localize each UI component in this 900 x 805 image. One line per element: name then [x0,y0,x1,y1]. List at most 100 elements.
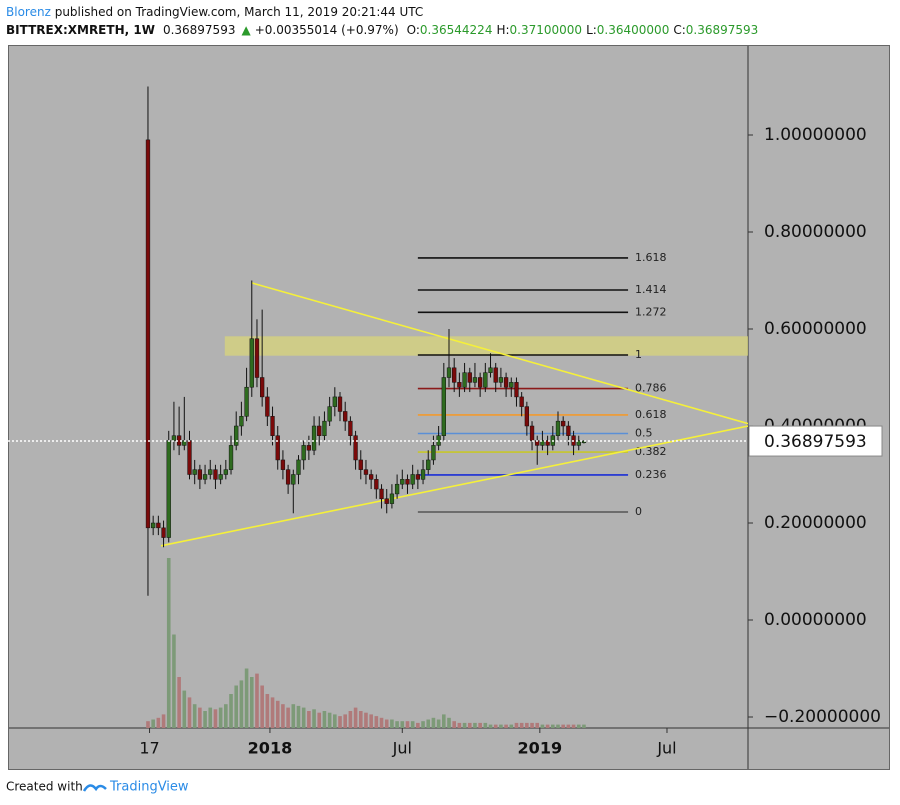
change: +0.00355014 (+0.97%) [255,23,399,37]
volume-bar [161,714,166,728]
volume-bar [333,714,337,728]
volume-bar [224,704,228,728]
candle-body [483,372,488,388]
candle-body [322,420,327,436]
volume-bar [192,704,197,728]
fib-label: 1.618 [635,251,667,264]
volume-bar [166,558,171,728]
volume-bar [327,712,332,728]
candle-body [415,474,421,480]
ohlc-label: O: [407,23,420,37]
fib-label: 0.786 [635,382,667,395]
candle-body [202,474,208,480]
volume-bar [405,721,410,728]
volume-bar [493,724,498,728]
x-tick-label: Jul [392,739,412,758]
candle-body [161,527,166,538]
candle-body [368,474,374,480]
volume-bar [187,697,192,728]
volume-bar [307,711,311,728]
fib-label: 0.5 [635,426,653,439]
tv-logo [82,784,107,792]
fib-label: 0.618 [635,408,667,421]
volume-bar [462,722,467,728]
volume-bar [576,724,581,728]
footer-brand: TradingView [109,780,189,795]
volume-bar [317,712,322,728]
volume-bar [436,719,441,728]
volume-bar [488,724,493,728]
volume-bar [431,717,436,728]
fib-label: 0.382 [635,445,667,458]
volume-bar [400,721,405,728]
volume-bar [410,721,415,728]
candle-body [270,416,275,436]
fib-label: 1.414 [635,283,667,296]
volume-bar [561,724,565,728]
ohlc-label: H: [496,23,509,37]
trendline [251,282,748,425]
volume-bar [379,717,384,728]
volume-bar [582,724,586,728]
ohlc-label: C: [673,23,685,37]
chart-frame [8,45,890,770]
candle-body [581,440,587,444]
candle-body [187,440,192,475]
candle-body [192,469,197,475]
candle-body [441,377,446,436]
volume-bar [281,704,285,728]
last-price-box [748,425,883,457]
volume-bar [265,694,270,728]
candle-body [244,386,249,417]
volume-bar [312,709,316,728]
candle-body [503,377,509,388]
candle-body [208,469,213,475]
candle-body [519,396,524,407]
candle-body [145,139,151,529]
candle-body [379,488,384,499]
volume-bar [473,722,477,728]
volume-bar [509,724,514,728]
volume-bar [514,722,519,728]
volume-bar [322,711,327,728]
ohlc-value: 0.37100000 [510,23,583,37]
candle-body [218,474,223,480]
candle-body [493,367,498,383]
header-line-2: BITTREX:XMRETH, 1W 0.36897593 ▲ +0.00355014… [6,23,758,37]
volume-bar [519,722,524,728]
symbol: BITTREX:XMRETH, 1W [6,23,155,37]
x-tick-label: Jul [656,739,676,758]
volume-bar [255,673,259,728]
candle-body [410,474,415,485]
volume-bar [390,719,394,728]
volume-bar [353,707,358,728]
y-tick-label: 0.00000000 [764,610,867,630]
volume-bar [384,719,389,728]
candle-body [431,445,436,461]
y-tick-label: 0.80000000 [764,222,867,242]
candle-body [327,406,332,422]
volume-bar [249,677,254,728]
fib-label: 1.272 [635,305,667,318]
candle-body [332,396,337,407]
candle-body [384,498,389,504]
candle-body [260,377,265,398]
candle-body [358,459,363,470]
candle-body [374,479,379,490]
volume-bar [426,719,431,728]
candle-body [285,469,291,485]
candle-body [337,396,343,412]
arrow: ▲ [241,23,251,37]
plot-area: 1.618 1.414 1.272 1 0.786 0.618 0.5 0.382 0.236 0 [145,86,748,728]
fib-label: 1 [635,348,642,361]
candle-body [249,338,254,388]
candle-body [254,338,260,378]
chart-background [8,45,890,770]
trendline [160,425,748,547]
author: Blorenz [6,5,51,19]
volume-bar [260,685,264,728]
candle-body [394,483,400,495]
candle-body [462,372,467,388]
resistance-zone [224,336,748,356]
candle-body [166,440,171,538]
